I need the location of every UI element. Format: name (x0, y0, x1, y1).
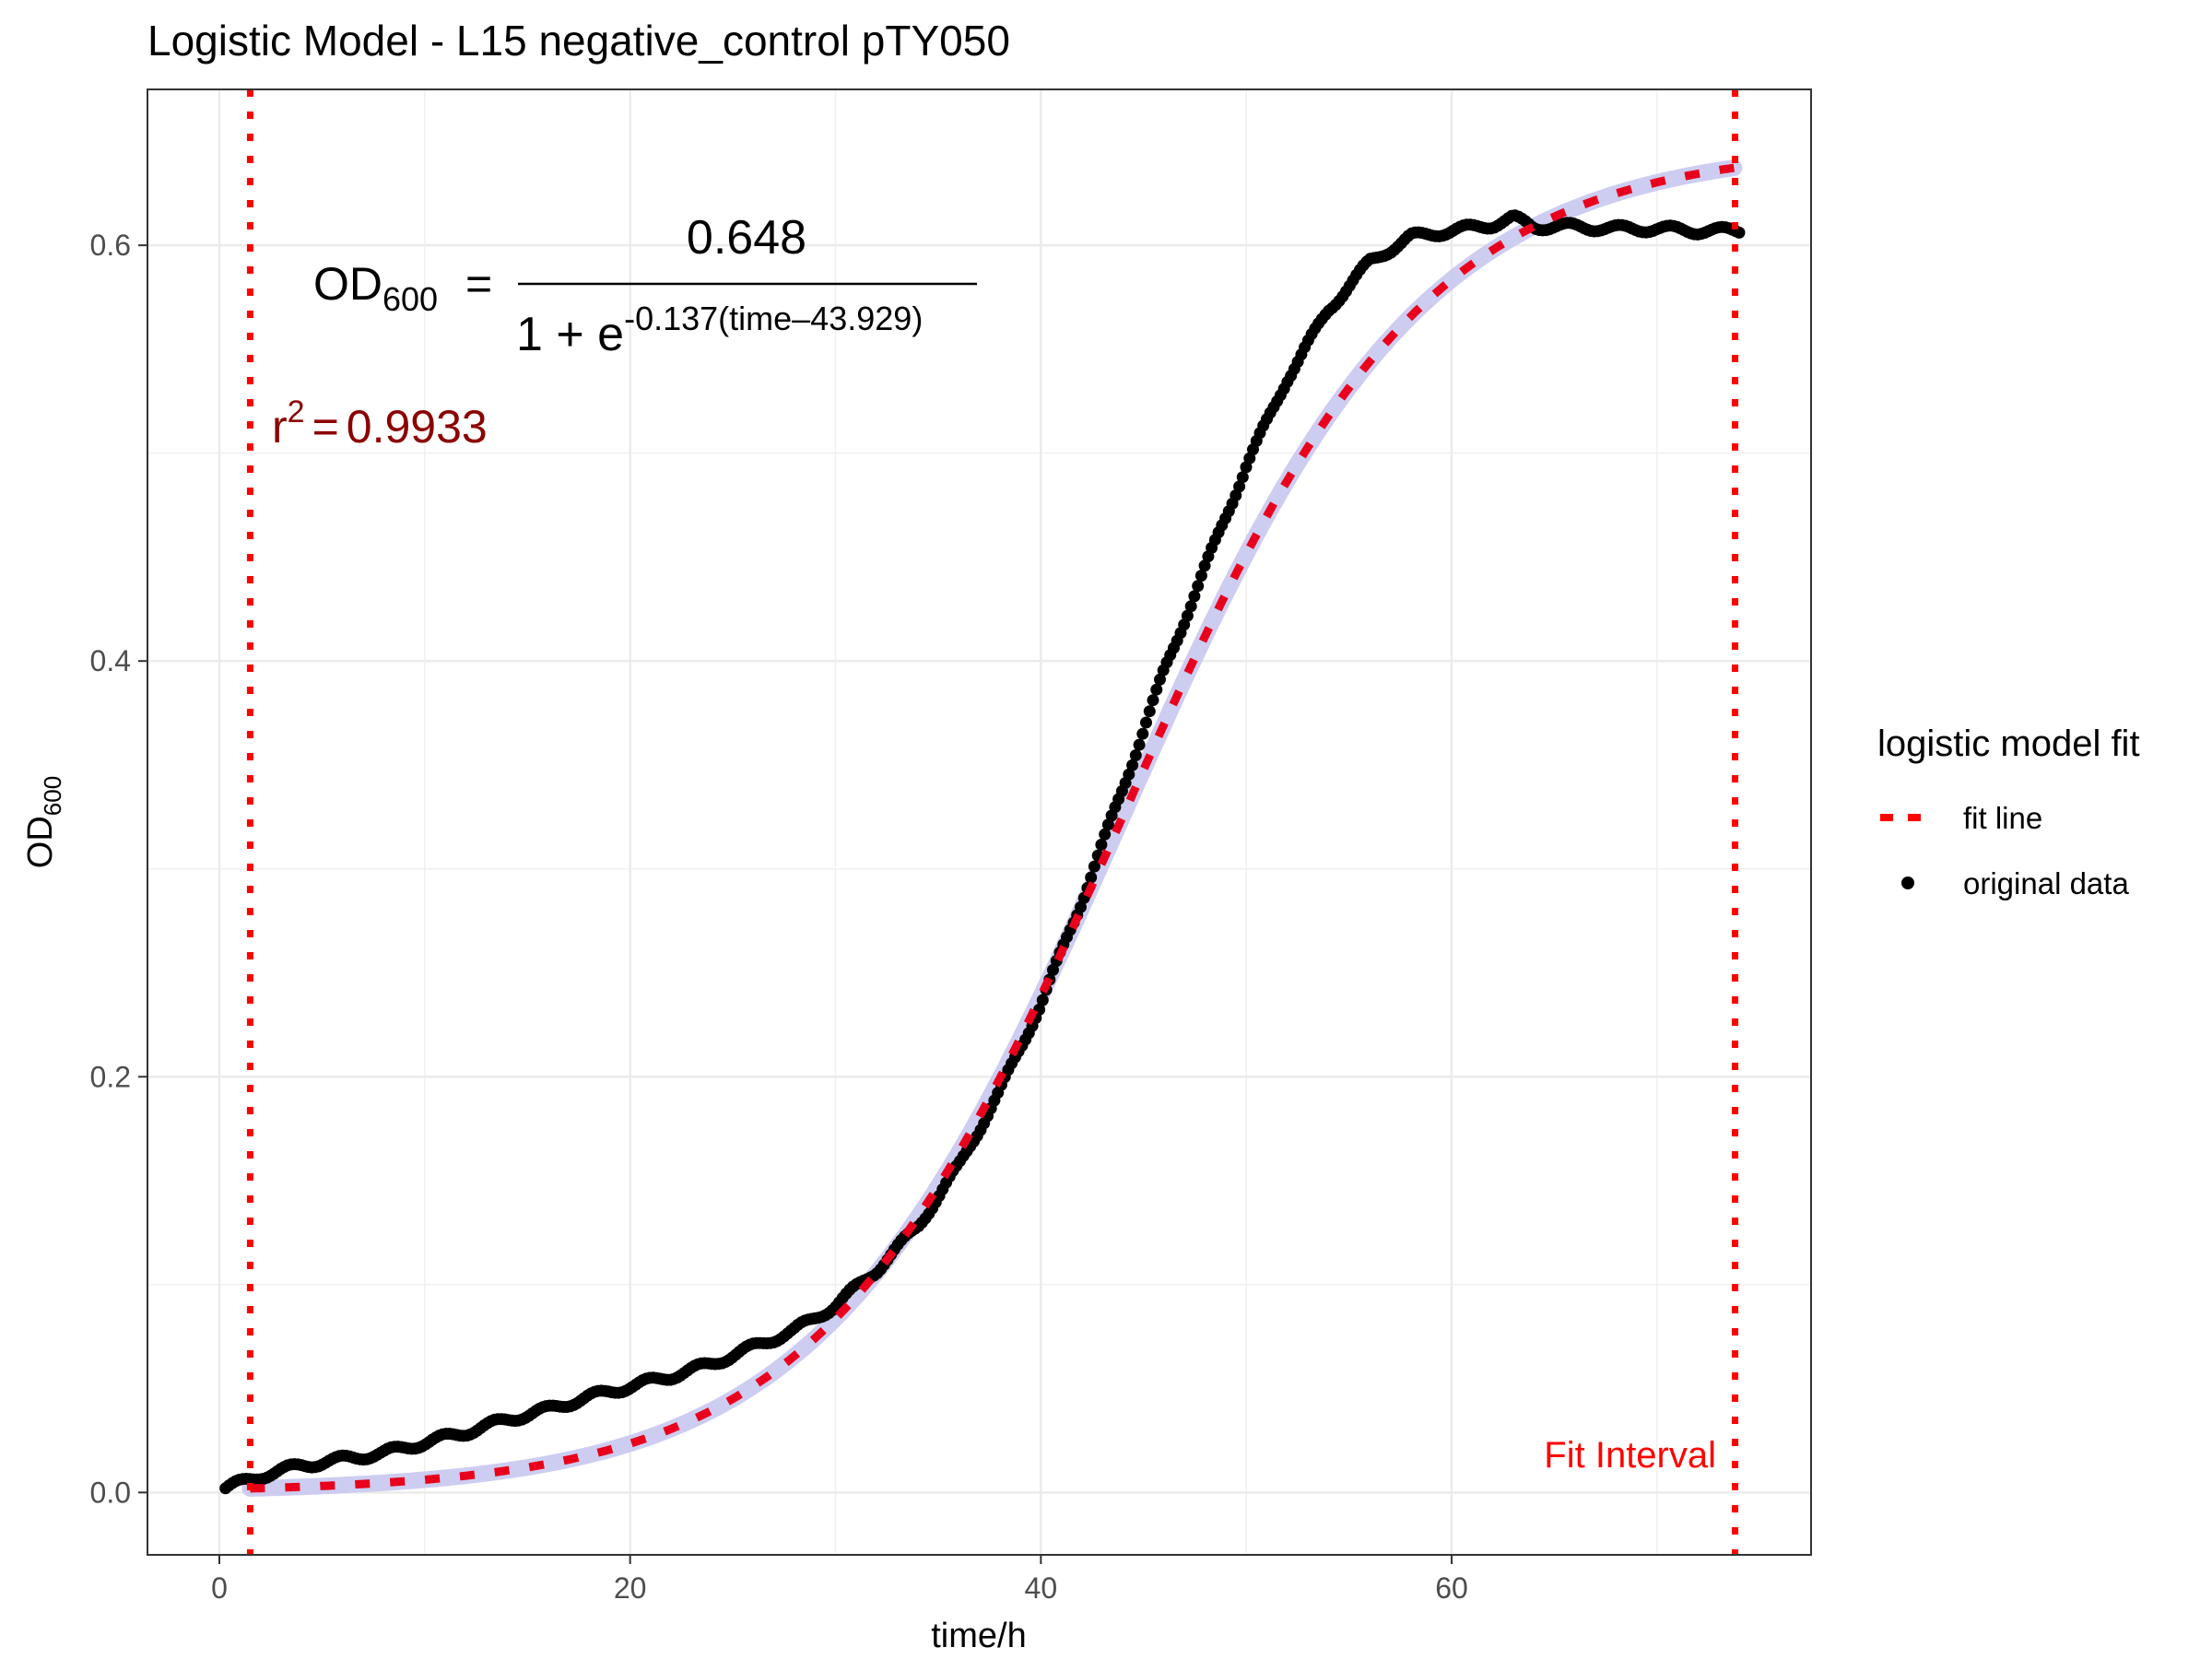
x-tick-label: 0 (211, 1571, 228, 1605)
data-point (1147, 694, 1159, 707)
y-tick-label: 0.2 (90, 1060, 131, 1093)
equation-lhs: OD600 (313, 258, 438, 318)
data-point (1233, 480, 1246, 493)
y-axis-ticks: 0.0 0.2 0.4 0.6 (90, 229, 147, 1509)
data-point (1085, 871, 1098, 884)
data-point (1126, 759, 1139, 771)
y-axis-label: OD600 (21, 776, 66, 868)
r-squared-label: r (272, 401, 288, 453)
y-tick-label: 0.4 (90, 644, 131, 677)
r-squared-text: r2 = 0.9933 (272, 394, 488, 453)
r-squared-equals: = (312, 401, 339, 453)
data-point (1101, 818, 1114, 831)
legend-key-original-data (1901, 877, 1914, 889)
legend-entry-original-data: original data (1901, 866, 2129, 900)
data-point (1088, 860, 1100, 873)
data-point (1192, 580, 1205, 593)
x-axis-ticks: 0 20 40 60 (211, 1555, 1468, 1605)
original-data-points (219, 209, 1746, 1495)
legend-label-original-data: original data (1963, 866, 2129, 900)
legend-entry-fit-line: fit line (1880, 801, 2042, 835)
y-tick-label: 0.0 (90, 1476, 131, 1509)
data-point (1047, 963, 1059, 976)
y-axis-label-sub: 600 (39, 776, 66, 816)
plot-panel (147, 88, 1812, 1556)
data-point (1136, 727, 1149, 740)
data-point (1184, 600, 1197, 613)
data-point (1075, 900, 1087, 913)
data-point (1099, 828, 1112, 841)
equation-annotation: OD600 = 0.648 1 + e-0.137(time–43.929) (313, 211, 977, 361)
r-squared-power: 2 (288, 394, 305, 429)
equation-denominator-lead: 1 + e (516, 308, 624, 361)
data-point (1095, 839, 1108, 851)
x-tick-label: 60 (1435, 1571, 1468, 1605)
data-point (1188, 590, 1201, 603)
data-point (1198, 559, 1211, 572)
equation-exponent: -0.137(time–43.929) (624, 300, 923, 337)
data-point (1154, 673, 1166, 686)
major-gridlines (147, 89, 1811, 1555)
r-squared-annotation: r2 = 0.9933 (272, 394, 488, 453)
data-point (1036, 994, 1049, 1006)
y-tick-label: 0.6 (90, 229, 131, 262)
data-point (1150, 683, 1163, 696)
legend: logistic model fit fit line original dat… (1877, 724, 2140, 900)
fit-interval-lines (246, 89, 1739, 1555)
data-point (1133, 738, 1146, 751)
data-point (1140, 716, 1152, 729)
x-tick-label: 20 (614, 1571, 647, 1605)
data-point (1236, 471, 1249, 484)
fit-line-path (250, 163, 1735, 1493)
data-point (1143, 705, 1156, 718)
r-squared-value: 0.9933 (347, 401, 488, 453)
equation-lhs-base: OD (313, 258, 382, 310)
legend-title: logistic model fit (1877, 724, 2140, 764)
equation-equals: = (465, 258, 492, 310)
equation-denominator: 1 + e-0.137(time–43.929) (516, 300, 923, 361)
data-point (1733, 226, 1746, 239)
data-point (1123, 768, 1135, 781)
x-axis-label: time/h (931, 1617, 1026, 1655)
chart-title: Logistic Model - L15 negative_control pT… (147, 17, 1010, 65)
fit-interval-label: Fit Interval (1544, 1435, 1716, 1476)
data-point (1181, 609, 1194, 622)
x-tick-label: 40 (1025, 1571, 1058, 1605)
equation-numerator: 0.648 (687, 211, 806, 265)
plot-border (147, 88, 1812, 1556)
data-point (1129, 749, 1142, 761)
legend-label-fit-line: fit line (1963, 801, 2042, 835)
data-point (1194, 570, 1207, 582)
fit-line (250, 163, 1735, 1493)
equation-lhs-sub: 600 (382, 280, 438, 318)
minor-gridlines (147, 89, 1811, 1555)
y-axis-label-base: OD (21, 816, 60, 868)
